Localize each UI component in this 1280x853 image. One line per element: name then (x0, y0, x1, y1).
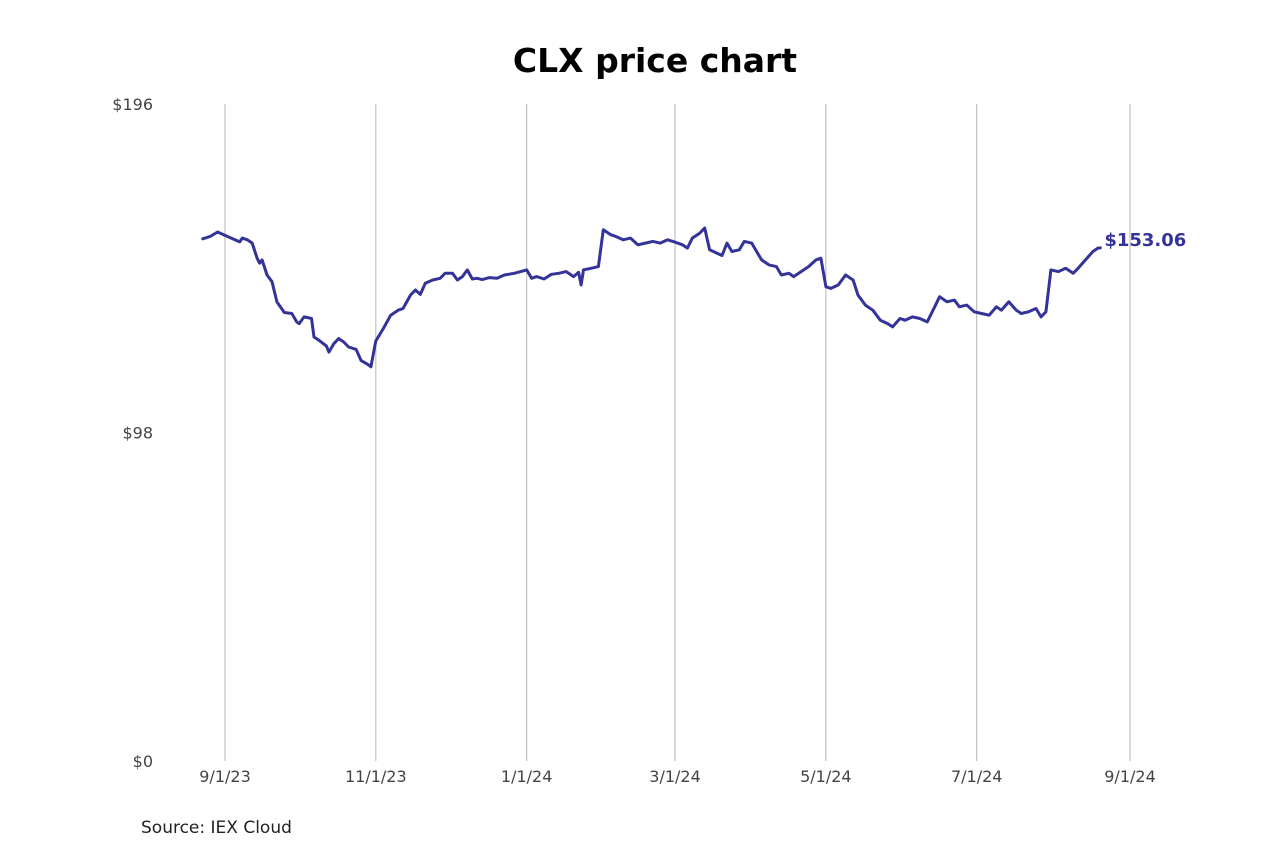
y-axis-ticks: $196 $98 $0 (112, 95, 153, 771)
x-tick-label: 9/1/23 (199, 767, 251, 786)
x-tick-label: 7/1/24 (951, 767, 1003, 786)
y-tick-label: $98 (122, 424, 153, 443)
x-tick-label: 3/1/24 (649, 767, 701, 786)
y-tick-label: $0 (133, 752, 153, 771)
x-axis-ticks: 9/1/23 11/1/23 1/1/24 3/1/24 5/1/24 7/1/24 9/1… (199, 767, 1156, 786)
x-tick-label: 9/1/24 (1104, 767, 1156, 786)
x-tick-label: 5/1/24 (800, 767, 852, 786)
x-tick-label: 11/1/23 (345, 767, 407, 786)
price-series-line (201, 226, 1102, 369)
gridlines (224, 104, 1131, 761)
last-price-label: $153.06 (1104, 230, 1186, 251)
x-tick-label: 1/1/24 (501, 767, 553, 786)
chart-title: CLX price chart (513, 41, 797, 80)
source-label: Source: IEX Cloud (141, 818, 292, 838)
y-tick-label: $196 (112, 95, 153, 114)
